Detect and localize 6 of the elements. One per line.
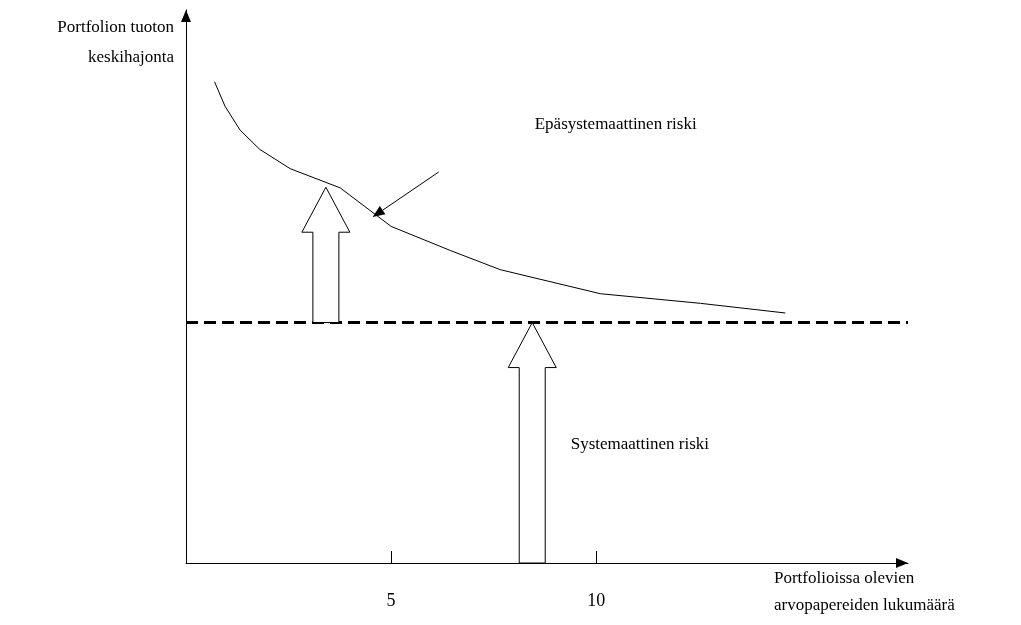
y-axis-title: Portfolion tuoton keskihajonta bbox=[57, 17, 175, 66]
x-tick-label: 5 bbox=[386, 590, 396, 610]
annotation: Systemaattinen riski bbox=[570, 433, 710, 453]
x-tick-label: 10 bbox=[587, 590, 606, 610]
annotation: Epäsystemaattinen riski bbox=[534, 113, 697, 133]
x-axis-title: Portfolioissa olevien arvopapereiden lukumäärä bbox=[774, 568, 956, 614]
